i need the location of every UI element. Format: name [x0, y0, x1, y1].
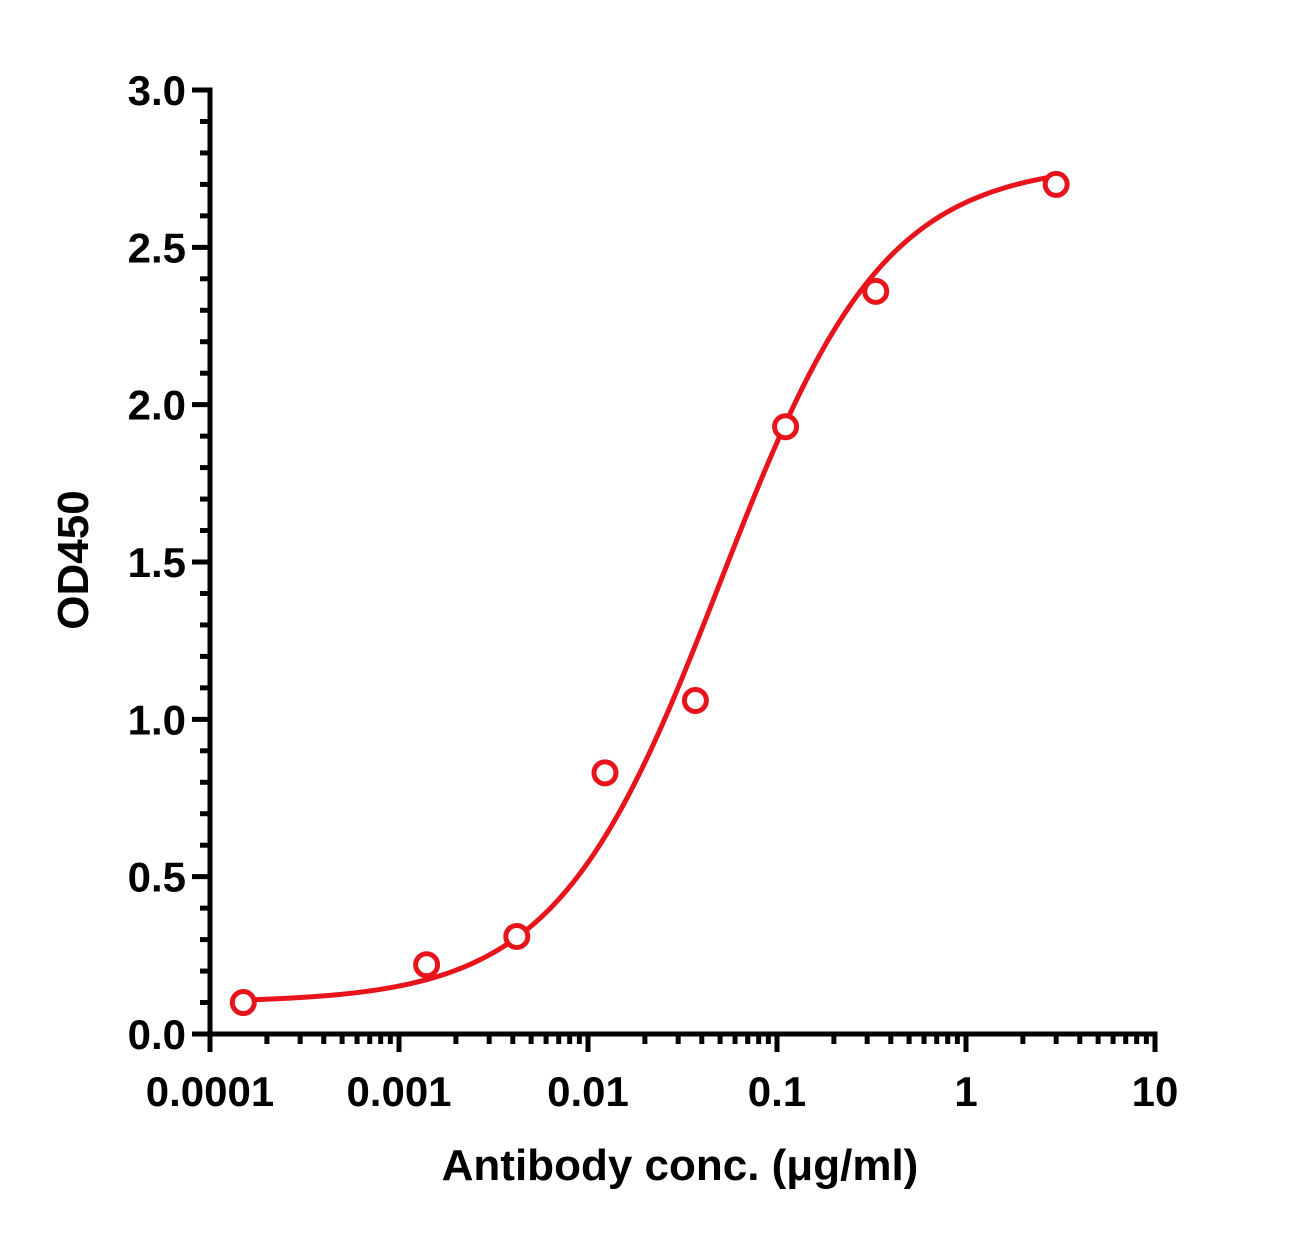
x-tick-label: 1: [954, 1068, 977, 1115]
fit-curve-layer: [243, 173, 1057, 1003]
data-point: [772, 413, 800, 441]
y-axis-title: OD450: [49, 490, 98, 629]
x-tick-label: 0.0001: [146, 1068, 274, 1115]
y-tick-label: 3.0: [128, 67, 186, 114]
data-point: [862, 277, 890, 305]
data-point: [413, 951, 441, 979]
data-point: [503, 922, 531, 950]
axes: 0.0 0.5 1.0 1.5 2.0 2.5 3.0 0.0001 0.001 0.01 0.1 1…: [128, 67, 1179, 1115]
y-tick-label: 1.5: [128, 539, 186, 586]
x-tick-label: 10: [1132, 1068, 1179, 1115]
y-tick-label: 2.0: [128, 382, 186, 429]
fit-curve: [243, 173, 1057, 1003]
data-point: [681, 686, 709, 714]
data-point: [591, 759, 619, 787]
x-tick-label: 0.1: [748, 1068, 806, 1115]
x-tick-label: 0.001: [346, 1068, 451, 1115]
x-axis-title: Antibody conc. (μg/ml): [442, 1141, 919, 1190]
x-tick-label: 0.01: [547, 1068, 629, 1115]
data-point: [229, 989, 257, 1017]
y-tick-label: 0.0: [128, 1011, 186, 1058]
data-points-layer: [229, 170, 1070, 1017]
y-tick-label: 1.0: [128, 696, 186, 743]
data-point: [1042, 170, 1070, 198]
y-tick-label: 0.5: [128, 854, 186, 901]
y-tick-label: 2.5: [128, 224, 186, 271]
